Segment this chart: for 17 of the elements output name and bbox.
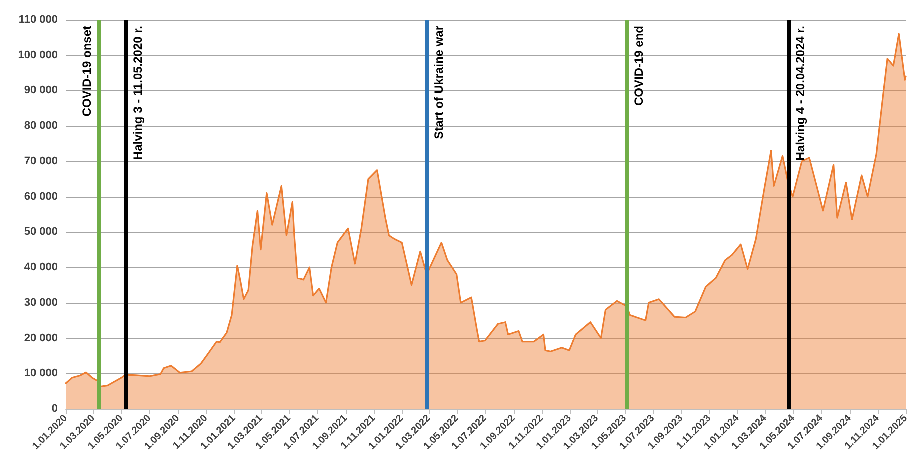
y-tick-label: 20 000	[24, 332, 58, 344]
y-tick-label: 70 000	[24, 155, 58, 168]
ref-line-label: Halving 4 - 20.04.2024 r.	[793, 26, 808, 161]
y-tick-label: 40 000	[24, 262, 58, 274]
y-tick-label: 0	[52, 403, 58, 415]
y-tick-label: 100 000	[18, 49, 58, 62]
y-tick-label: 50 000	[24, 226, 58, 238]
y-tick-label: 30 000	[24, 296, 58, 309]
ref-line-label: Start of Ukraine war	[432, 26, 446, 140]
ref-line-label: COVID-19 end	[632, 26, 646, 106]
y-tick-label: 90 000	[24, 84, 58, 97]
y-tick-label: 10 000	[24, 368, 58, 380]
y-tick-label: 80 000	[24, 120, 58, 132]
ref-line-label: Halving 3 - 11.05.2020 r.	[131, 26, 146, 160]
ref-line-label: COVID-19 onset	[80, 26, 94, 117]
y-tick-label: 60 000	[24, 190, 58, 203]
y-tick-label: 110 000	[18, 14, 58, 26]
